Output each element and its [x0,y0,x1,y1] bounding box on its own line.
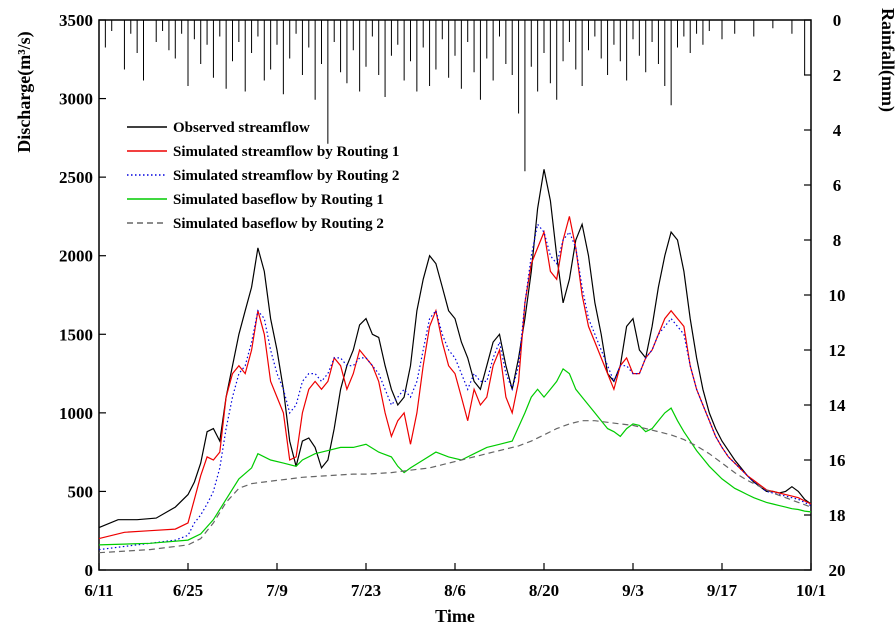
x-tick-label: 8/20 [529,581,559,600]
y-right-tick-label: 16 [829,451,846,470]
rainfall-bars [104,20,812,172]
y-axis-right-ticks: 0 2 4 6 8 10 12 14 16 18 20 [804,11,846,580]
y-right-tick-label: 18 [829,506,846,525]
legend-label: Simulated streamflow by Routing 1 [173,144,399,160]
y-right-tick-label: 0 [833,11,842,30]
y-right-tick-label: 2 [833,66,842,85]
y-axis-left-ticks: 0 500 1000 1500 2000 2500 3000 3500 [59,11,106,580]
x-tick-label: 10/1 [796,581,826,600]
y-right-tick-label: 8 [833,231,842,250]
y-axis-right-title: Rainfall(mm) [877,8,895,112]
y-right-tick-label: 20 [829,561,846,580]
y-left-tick-label: 1500 [59,325,93,344]
legend-label: Simulated streamflow by Routing 2 [173,168,399,184]
y-left-tick-label: 2500 [59,168,93,187]
y-right-tick-label: 12 [829,341,846,360]
series-line-2 [98,216,812,540]
series-line-4 [98,367,812,546]
legend: Observed streamflow Simulated streamflow … [127,120,399,232]
x-tick-label: 9/3 [622,581,644,600]
y-left-tick-label: 3500 [59,11,93,30]
legend-label: Simulated baseflow by Routing 2 [173,216,384,232]
series-line-1 [98,169,812,529]
y-right-tick-label: 10 [829,286,846,305]
x-tick-label: 7/23 [351,581,381,600]
y-right-tick-label: 4 [833,121,842,140]
y-left-tick-label: 3000 [59,90,93,109]
series-line-3 [98,222,812,551]
x-tick-label: 7/9 [266,581,288,600]
y-left-tick-label: 1000 [59,404,93,423]
x-axis-title: Time [435,606,475,626]
x-tick-label: 6/25 [173,581,203,600]
x-axis-ticks: 6/11 6/25 7/9 7/23 8/6 8/20 9/3 9/17 10/1 [84,563,826,600]
legend-label: Simulated baseflow by Routing 1 [173,192,384,208]
legend-label: Observed streamflow [173,120,310,136]
plot-frame [98,19,812,571]
y-left-tick-label: 500 [68,482,94,501]
series-line-5 [98,420,812,554]
y-right-tick-label: 6 [833,176,842,195]
y-left-tick-label: 0 [85,561,94,580]
series-lines [98,169,812,554]
x-tick-label: 9/17 [707,581,738,600]
x-tick-label: 6/11 [84,581,113,600]
x-tick-label: 8/6 [444,581,466,600]
y-left-tick-label: 2000 [59,247,93,266]
y-axis-left-title: Discharge(m³/s) [14,31,35,152]
y-right-tick-label: 14 [829,396,847,415]
